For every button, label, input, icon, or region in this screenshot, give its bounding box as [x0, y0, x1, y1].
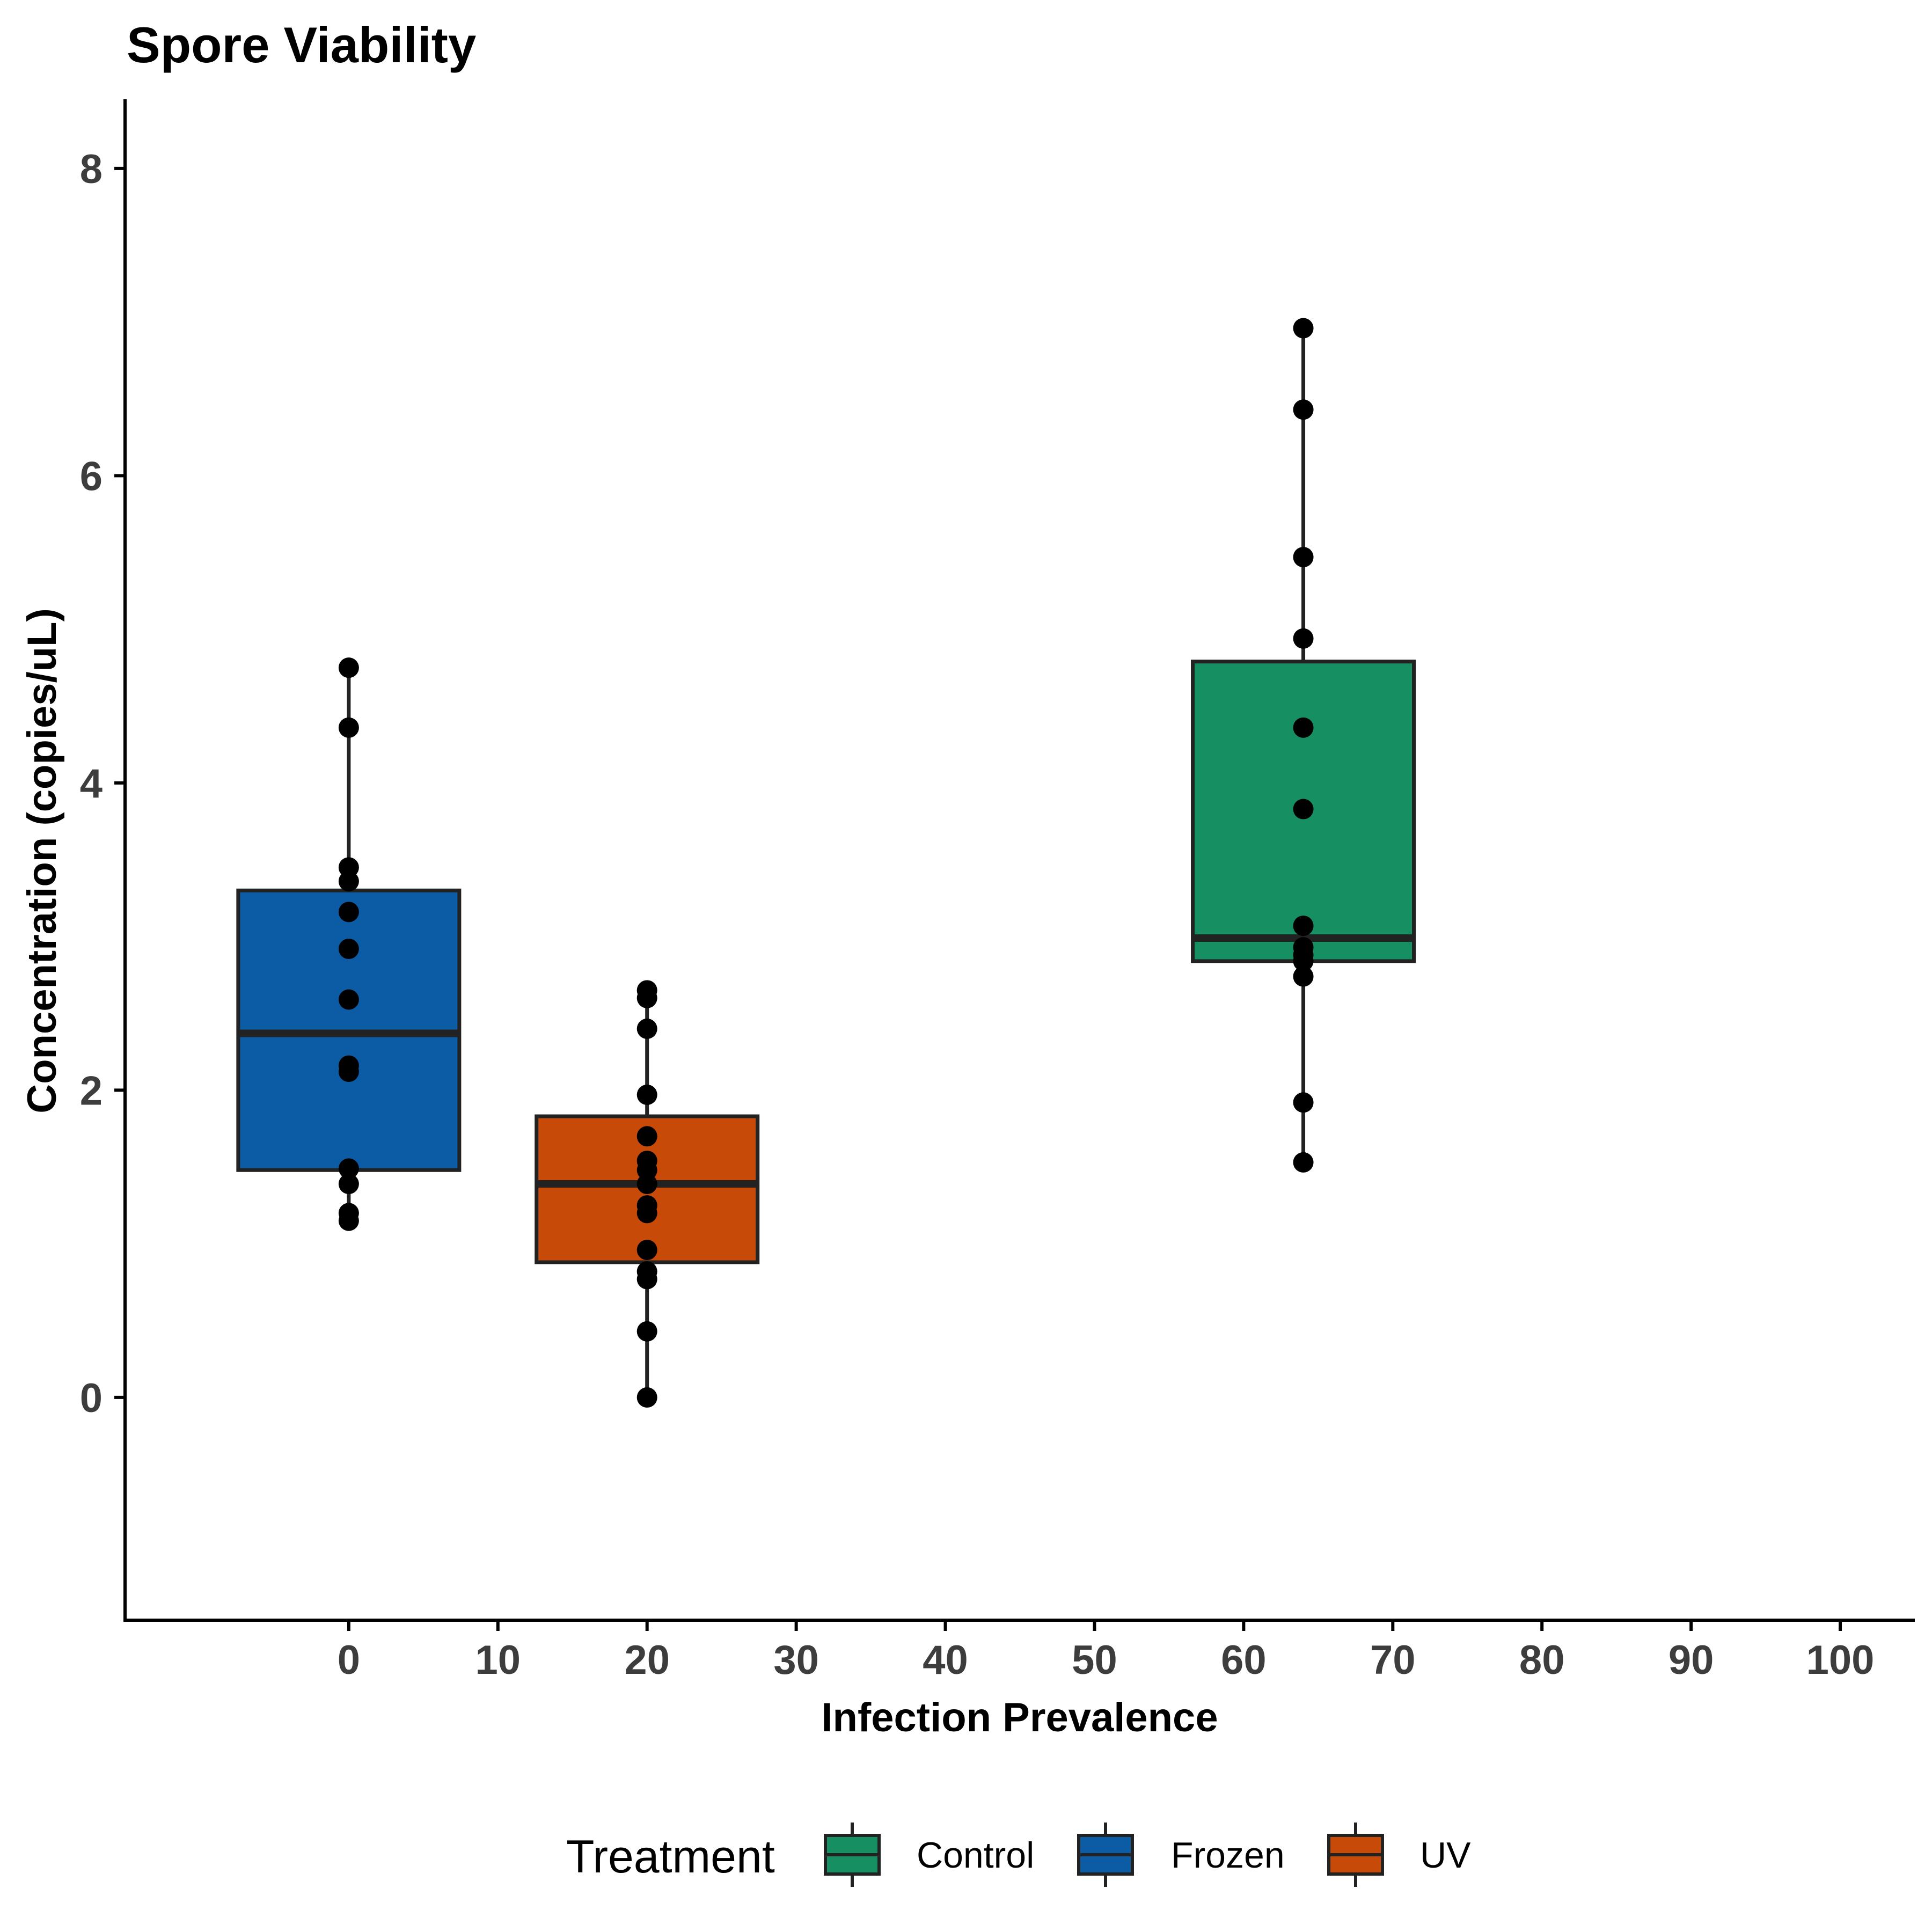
x-tick-label: 70 — [1370, 1637, 1416, 1683]
y-axis-title: Concentration (copies/uL) — [19, 608, 65, 1114]
data-point — [636, 1269, 657, 1290]
legend-label-control: Control — [917, 1835, 1034, 1876]
data-point — [1293, 966, 1314, 987]
data-point — [1293, 799, 1314, 819]
x-tick-label: 40 — [923, 1637, 968, 1683]
chart-title: Spore Viability — [127, 17, 476, 73]
y-tick-label: 0 — [80, 1375, 103, 1421]
data-point — [1293, 628, 1314, 649]
legend-label-uv: UV — [1420, 1835, 1471, 1876]
data-point — [338, 1210, 359, 1231]
legend-items: Control Frozen UV — [824, 1823, 1471, 1887]
data-point — [338, 1062, 359, 1082]
data-point — [1293, 399, 1314, 420]
x-axis-title: Infection Prevalence — [821, 1695, 1218, 1740]
legend-item-control: Control — [824, 1823, 1034, 1887]
data-point — [338, 989, 359, 1010]
data-point — [338, 939, 359, 960]
x-tick-label: 0 — [338, 1637, 360, 1683]
plot-area — [236, 318, 1416, 1408]
data-point — [636, 1084, 657, 1105]
legend-item-frozen: Frozen — [1077, 1823, 1285, 1887]
data-point — [1293, 547, 1314, 568]
data-point — [636, 1203, 657, 1224]
data-point — [1293, 916, 1314, 936]
x-tick-label: 90 — [1668, 1637, 1714, 1683]
data-point — [338, 1174, 359, 1195]
data-point — [338, 657, 359, 678]
x-tick-label: 10 — [475, 1637, 521, 1683]
data-point — [636, 1126, 657, 1147]
legend: Treatment Control Frozen UV — [566, 1823, 1471, 1887]
legend-item-uv: UV — [1327, 1823, 1471, 1887]
y-tick-label: 8 — [80, 147, 103, 192]
x-ticks: 0 10 20 30 40 50 60 70 80 90 100 — [338, 1620, 1875, 1683]
legend-title: Treatment — [566, 1831, 775, 1883]
y-ticks: 0 2 4 6 8 — [80, 147, 125, 1421]
x-tick-label: 80 — [1519, 1637, 1565, 1683]
data-point — [1293, 318, 1314, 339]
x-tick-label: 60 — [1221, 1637, 1267, 1683]
data-point — [636, 1018, 657, 1039]
x-tick-label: 30 — [773, 1637, 819, 1683]
x-tick-label: 20 — [624, 1637, 670, 1683]
data-point — [636, 1321, 657, 1342]
box-group-frozen — [236, 657, 462, 1231]
data-point — [338, 1158, 359, 1179]
box-group-control — [1191, 318, 1416, 1173]
data-point — [1293, 1092, 1314, 1113]
data-point — [636, 1240, 657, 1261]
x-tick-label: 50 — [1072, 1637, 1117, 1683]
data-point — [636, 987, 657, 1008]
data-point — [1293, 717, 1314, 738]
data-point — [1293, 1152, 1314, 1173]
data-point — [338, 902, 359, 923]
data-point — [1293, 950, 1314, 971]
data-point — [338, 871, 359, 892]
box-group-uv — [535, 980, 760, 1408]
x-tick-label: 100 — [1806, 1637, 1875, 1683]
data-point — [636, 1387, 657, 1408]
y-tick-label: 4 — [80, 761, 103, 807]
data-point — [636, 1174, 657, 1195]
y-tick-label: 6 — [80, 453, 103, 499]
data-point — [338, 717, 359, 738]
legend-label-frozen: Frozen — [1171, 1835, 1285, 1876]
y-tick-label: 2 — [80, 1068, 103, 1114]
